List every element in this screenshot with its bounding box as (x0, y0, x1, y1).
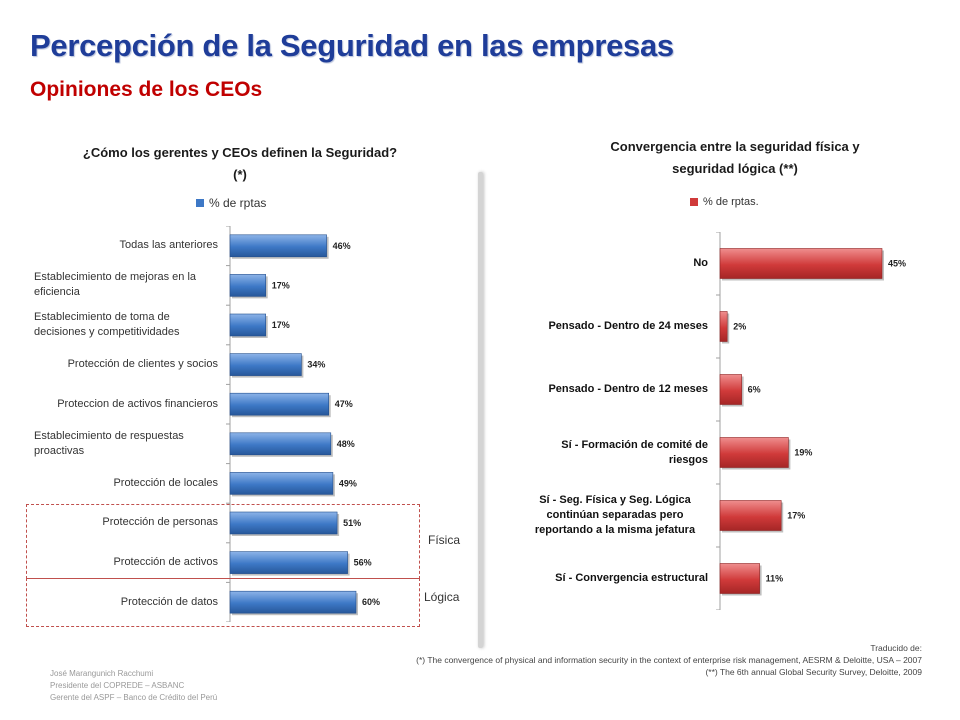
right-value-label: 45% (888, 259, 906, 269)
left-value-label: 51% (343, 518, 361, 528)
right-bar (719, 563, 760, 594)
left-value-label: 56% (354, 558, 372, 568)
slide-subtitle: Opiniones de los CEOs (30, 78, 263, 101)
right-bar (719, 374, 742, 405)
author-role-2: Gerente del ASPF – Banco de Crédito del … (50, 693, 218, 702)
left-bar (229, 313, 267, 337)
left-chart-title-line1: ¿Cómo los gerentes y CEOs definen la Seg… (82, 145, 398, 160)
right-category-label: Sí - Seg. Física y Seg. Lógica continúan… (534, 494, 696, 536)
left-value-label: 49% (339, 478, 357, 488)
left-chart-title: ¿Cómo los gerentes y CEOs definen la Seg… (40, 142, 440, 186)
left-bar (229, 274, 267, 297)
sources-block: Traducido de: (*) The convergence of phy… (416, 642, 922, 678)
left-category-label: Protección de locales (113, 476, 218, 489)
left-bar (229, 234, 327, 258)
right-chart-plot: 45% 2% 6% 19% 17% 11% (716, 232, 906, 610)
right-bar (719, 311, 728, 342)
author-block: José Marangunich Racchumi Presidente del… (50, 668, 217, 704)
right-value-label: 2% (733, 322, 746, 332)
slide-title: Percepción de la Seguridad en las empres… (30, 28, 674, 63)
left-value-label: 47% (335, 399, 353, 409)
fisica-label: Física (428, 533, 461, 547)
left-chart-legend: % de rptas (196, 196, 266, 210)
right-value-label: 6% (748, 385, 761, 395)
left-category-label: Todas las anteriores (119, 239, 218, 252)
right-bar (719, 500, 782, 531)
left-chart-plot: 46% 17% 17% 34% 47% 48% 49% 51% 56% 60% (226, 226, 380, 622)
right-chart-legend: % de rptas. (690, 196, 759, 208)
left-bar (229, 392, 329, 416)
right-bar (719, 248, 883, 279)
left-bar (229, 432, 332, 456)
left-bar (229, 511, 338, 535)
right-legend-label: % de rptas. (703, 196, 759, 208)
left-bar (229, 551, 348, 574)
left-value-label: 17% (272, 320, 290, 330)
left-category-label: Protección de clientes y socios (67, 358, 218, 371)
left-category-label: Establecimiento de respuestas proactivas (34, 429, 184, 457)
left-category-label: Protección de datos (120, 595, 218, 608)
left-category-label: Proteccion de activos financieros (57, 397, 218, 410)
right-bar (719, 437, 789, 468)
fisica-group-box (26, 504, 420, 579)
right-value-label: 11% (766, 574, 784, 584)
translated-from: Traducido de: (870, 643, 922, 653)
left-bar (229, 472, 334, 495)
author-role-1: Presidente del COPREDE – ASBANC (50, 681, 185, 690)
left-value-label: 60% (362, 597, 380, 607)
column-divider (478, 172, 483, 648)
right-category-label: Sí - Convergencia estructural (555, 572, 708, 584)
right-category-label: No (693, 257, 708, 269)
logica-group-box (26, 578, 420, 627)
left-bar (229, 590, 357, 614)
right-category-label: Pensado - Dentro de 24 meses (548, 320, 708, 332)
author-name: José Marangunich Racchumi (50, 669, 154, 678)
left-legend-swatch (196, 199, 204, 207)
left-category-label: Protección de personas (102, 516, 218, 529)
left-chart-title-line2: (*) (233, 167, 247, 182)
left-category-label: Protección de activos (113, 556, 218, 569)
left-value-label: 34% (307, 360, 325, 370)
right-value-label: 17% (787, 511, 805, 521)
right-legend-swatch (690, 198, 698, 206)
right-chart-title-line1: Convergencia entre la seguridad física y (610, 139, 860, 154)
right-category-label: Pensado - Dentro de 12 meses (548, 383, 708, 395)
left-category-label: Establecimiento de toma de decisiones y … (34, 310, 180, 338)
logica-label: Lógica (424, 590, 460, 604)
right-chart-title-line2: seguridad lógica (**) (672, 161, 798, 176)
right-chart-title: Convergencia entre la seguridad física y… (560, 136, 910, 180)
right-category-label: Sí - Formación de comité de riesgos (561, 438, 708, 466)
left-value-label: 17% (272, 280, 290, 290)
left-category-label: Establecimiento de mejoras en la eficien… (34, 271, 197, 299)
left-legend-label: % de rptas (209, 196, 267, 210)
source-2: (**) The 6th annual Global Security Surv… (705, 667, 922, 677)
left-bar (229, 353, 302, 376)
left-value-label: 48% (337, 439, 355, 449)
right-value-label: 19% (794, 448, 812, 458)
left-value-label: 46% (333, 241, 351, 251)
source-1: (*) The convergence of physical and info… (416, 655, 922, 665)
